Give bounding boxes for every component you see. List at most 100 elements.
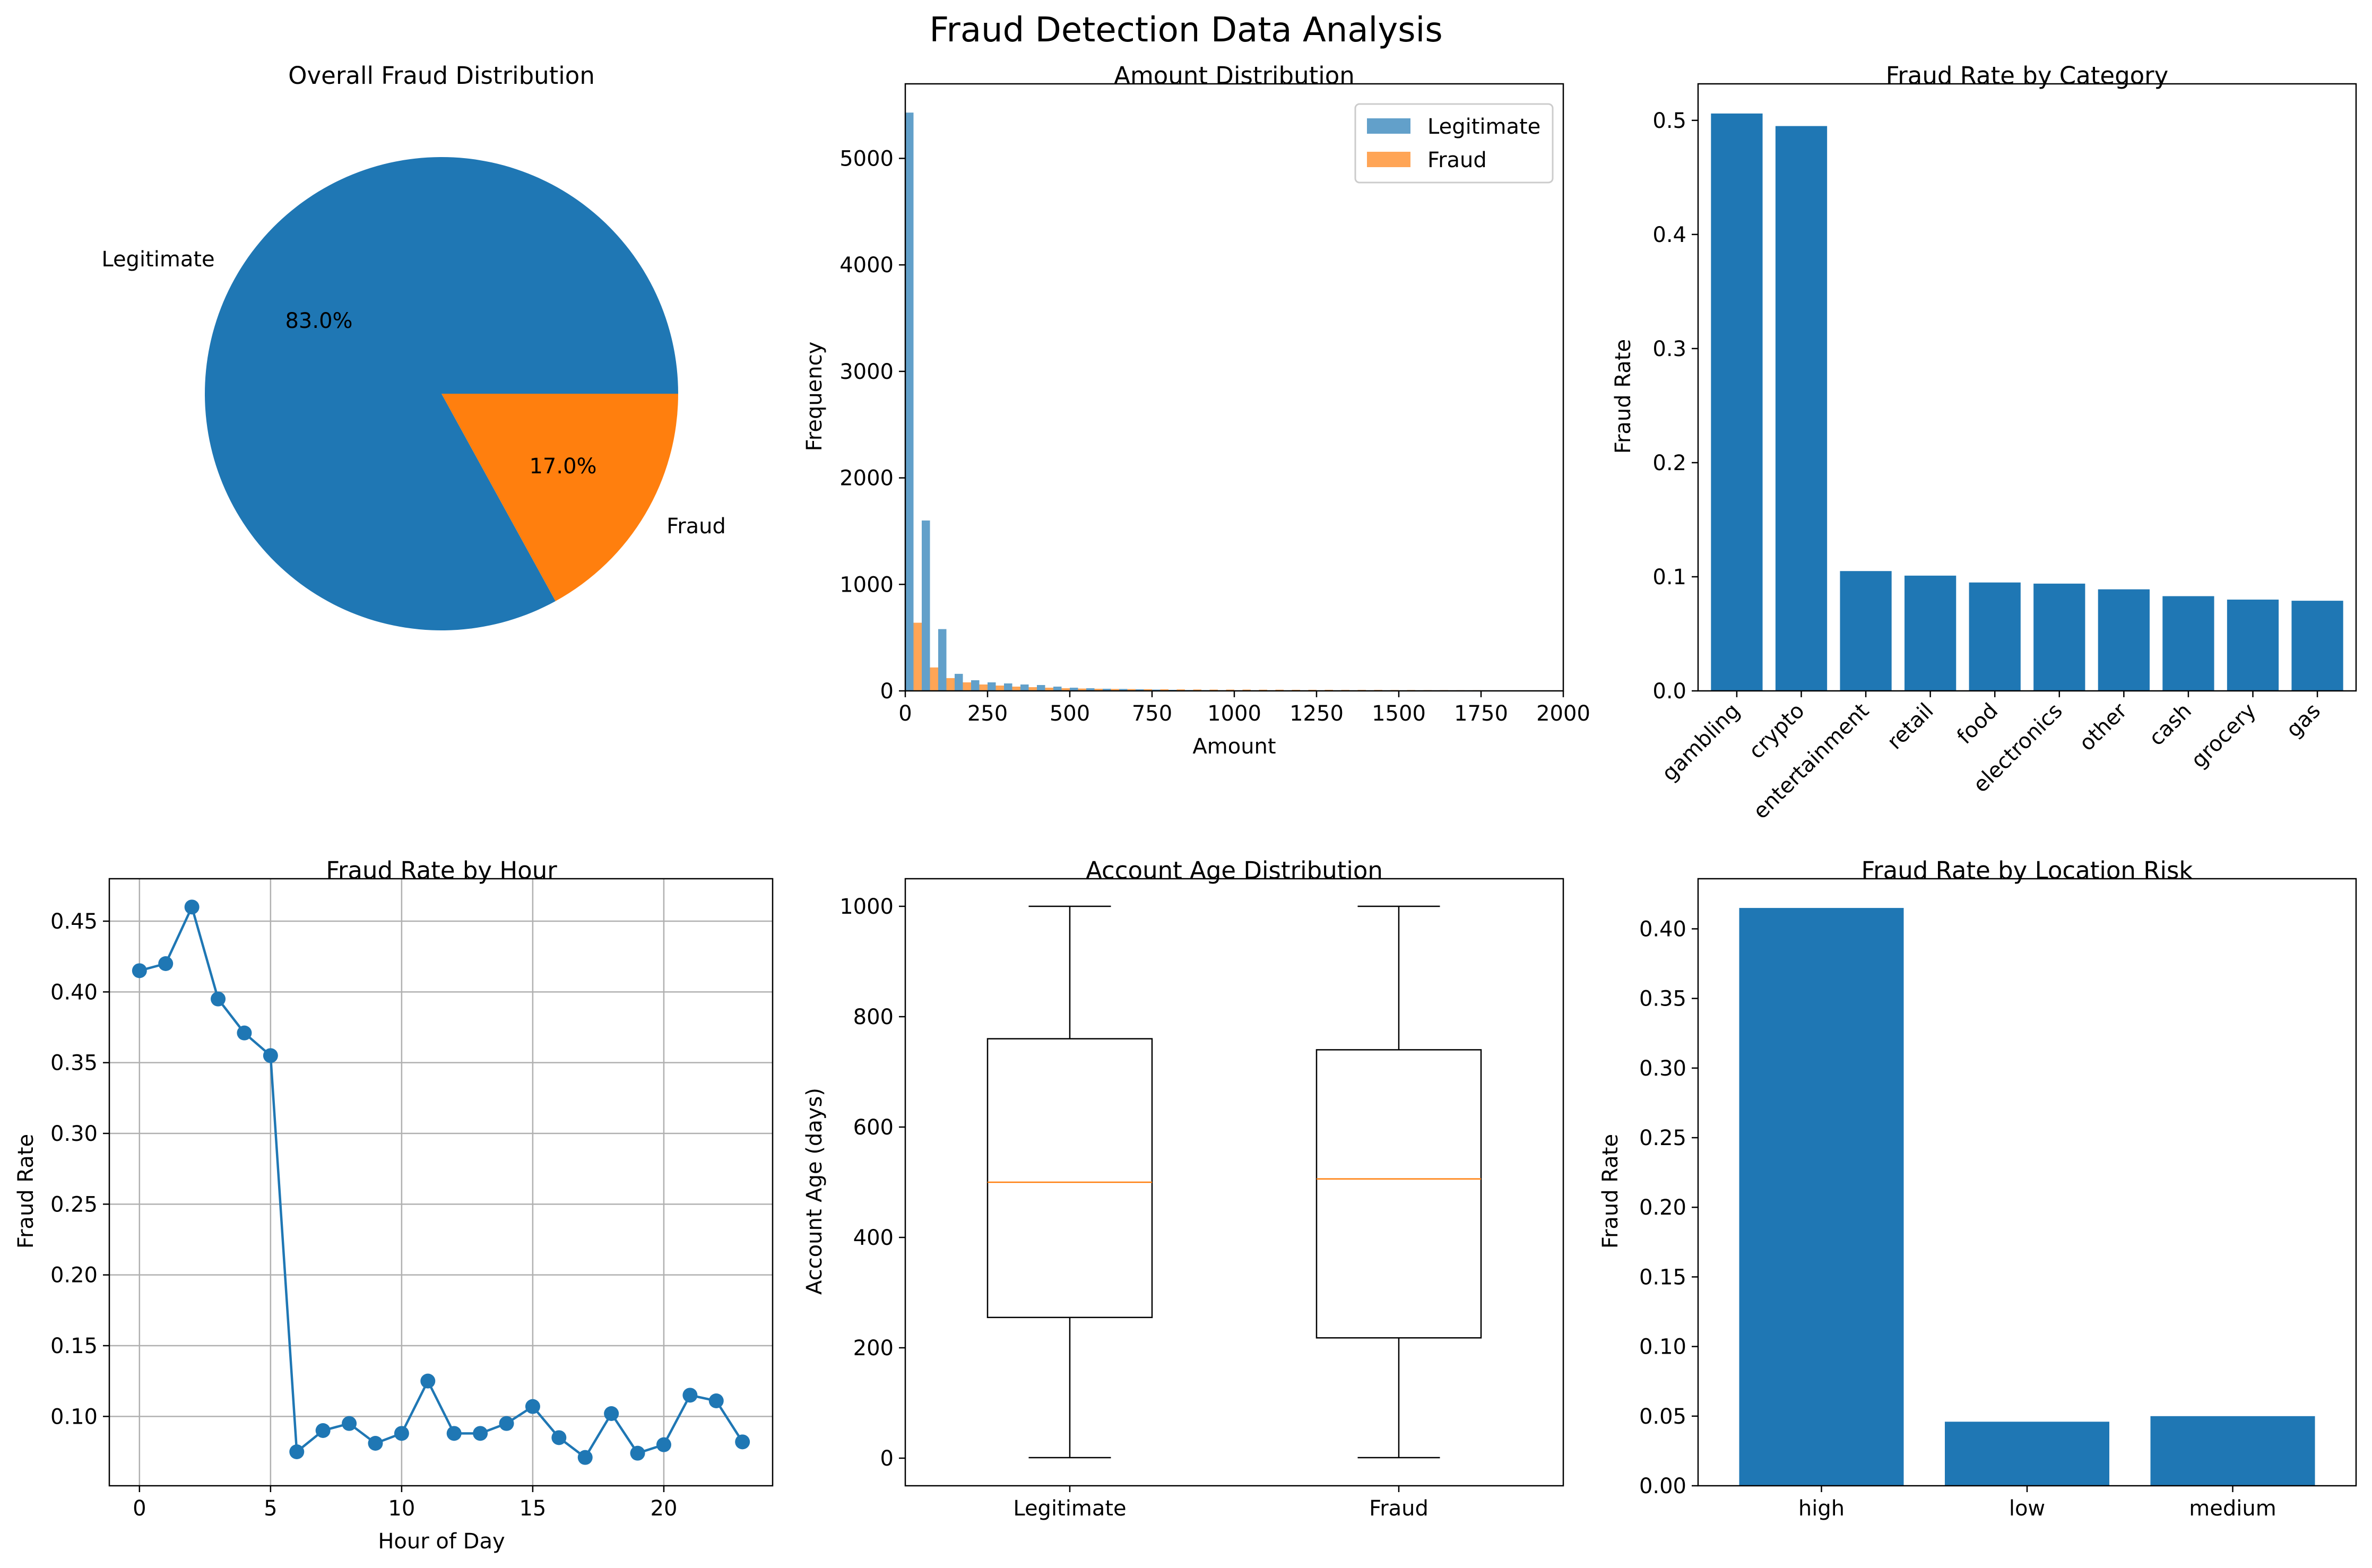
box-ylabel: Account Age (days)	[802, 1088, 827, 1295]
hour-point	[446, 1426, 462, 1441]
account-age-boxplot: Account Age Distribution Legitimate Fraud…	[802, 856, 1564, 1521]
hour-line	[132, 899, 750, 1465]
hist-ytick-label: 0	[880, 679, 894, 704]
hour-point	[184, 899, 200, 915]
cat-title: Fraud Rate by Category	[1886, 62, 2169, 90]
cat-bar-food	[1969, 582, 2021, 691]
legend-swatch-legitimate	[1367, 118, 1410, 134]
cat-bar-electronics	[2033, 583, 2085, 691]
hist-bar-legitimate	[1070, 687, 1078, 691]
loc-ylabel: Fraud Rate	[1598, 1134, 1623, 1249]
hist-bar-legitimate	[988, 682, 996, 691]
hist-bar-fraud	[1160, 689, 1168, 691]
hist-bar-legitimate	[922, 520, 930, 691]
box-body-legitimate	[986, 1038, 1153, 1319]
hour-ytick-label: 0.15	[50, 1334, 98, 1358]
hour-point	[473, 1426, 488, 1441]
hist-bar-legitimate	[1103, 688, 1111, 691]
hist-xtick-label: 750	[1132, 701, 1172, 726]
hour-point	[368, 1436, 383, 1451]
hour-point	[342, 1416, 357, 1431]
pie-pct-fraud: 17.0%	[529, 454, 596, 479]
hist-bar-fraud	[1111, 689, 1119, 691]
hist-bar-legitimate	[1004, 683, 1012, 691]
cat-xtick-label: grocery	[2186, 699, 2261, 773]
cat-xtick-label: cash	[2144, 699, 2196, 751]
hist-bar-fraud	[1144, 689, 1152, 691]
hour-point	[132, 963, 147, 978]
hour-series-line	[139, 903, 744, 1459]
hour-point	[551, 1430, 567, 1445]
hist-bar-legitimate	[1119, 689, 1128, 691]
hist-bar-legitimate	[1136, 689, 1144, 691]
hour-point	[656, 1437, 671, 1452]
cat-bar-cash	[2162, 596, 2214, 691]
hist-bar-fraud	[1176, 689, 1185, 691]
hour-frame	[108, 878, 774, 1487]
box-ytick-label: 200	[853, 1336, 894, 1361]
hour-xtick-label: 10	[388, 1496, 415, 1521]
hist-bar-fraud	[979, 684, 988, 691]
hour-xtick-label: 20	[651, 1496, 678, 1521]
hist-xtick-label: 1000	[1207, 701, 1261, 726]
hour-grid	[109, 879, 773, 1486]
cat-ytick-label: 0.4	[1652, 223, 1686, 247]
hist-xtick-label: 1750	[1454, 701, 1508, 726]
loc-title: Fraud Rate by Location Risk	[1862, 856, 2193, 885]
hour-line-chart: Fraud Rate by Hour 0 5 10 15 200.100.150.200…	[14, 856, 774, 1554]
location-bar-chart: Fraud Rate by Location Risk high low mediu…	[1598, 856, 2357, 1521]
loc-ytick-label: 0.25	[1639, 1126, 1686, 1150]
hour-xtick-label: 15	[519, 1496, 546, 1521]
hour-title: Fraud Rate by Hour	[326, 856, 557, 885]
hist-bar-fraud	[1012, 686, 1020, 691]
cat-bar-other	[2098, 589, 2150, 691]
hist-bar-fraud	[946, 678, 955, 691]
box-ytick-label: 400	[853, 1226, 894, 1250]
box-ytick-label: 0	[880, 1446, 894, 1471]
pie-slice-fraud	[441, 394, 678, 601]
hist-bar-fraud	[1127, 689, 1136, 691]
hist-title: Amount Distribution	[1114, 62, 1355, 90]
cat-bar-gas	[2291, 601, 2343, 691]
hist-bar-legitimate	[1037, 685, 1045, 691]
box-xtick-label: Fraud	[1369, 1496, 1429, 1521]
hour-point	[237, 1025, 252, 1041]
cat-bar-entertainment	[1840, 571, 1892, 691]
loc-bar-medium	[2150, 1416, 2315, 1486]
hour-point	[394, 1426, 409, 1441]
hist-bar-legitimate	[971, 680, 980, 691]
hour-point	[263, 1048, 278, 1063]
legend-swatch-fraud	[1367, 152, 1410, 167]
hist-xlabel: Amount	[1192, 734, 1276, 759]
hist-bar-fraud	[1045, 687, 1053, 691]
loc-ytick-label: 0.15	[1639, 1265, 1686, 1289]
cat-xtick-label: food	[1952, 699, 2003, 749]
hist-ytick-label: 4000	[839, 253, 894, 278]
loc-ytick-label: 0.00	[1639, 1474, 1686, 1498]
pie-chart: Overall Fraud Distribution Legitimate Fr…	[101, 62, 726, 630]
hour-point	[499, 1416, 514, 1431]
loc-bar-high	[1739, 908, 1904, 1486]
cat-ytick-label: 0.3	[1652, 337, 1686, 361]
box-title: Account Age Distribution	[1086, 856, 1383, 885]
amount-histogram: Amount Distribution 0 250 500 750 1000 1250 15…	[802, 62, 1590, 759]
pie-pct-legitimate: 83.0%	[285, 309, 352, 333]
hist-bar-legitimate	[905, 112, 914, 691]
cat-xtick-label: other	[2075, 698, 2132, 756]
figure-title: Fraud Detection Data Analysis	[929, 11, 1442, 50]
hour-point	[735, 1434, 750, 1450]
loc-xtick-label: low	[2009, 1496, 2045, 1521]
cat-xtick-label: gas	[2282, 699, 2326, 743]
hist-xtick-label: 500	[1050, 701, 1090, 726]
hist-bar-fraud	[930, 667, 938, 691]
cat-ytick-label: 0.0	[1652, 679, 1686, 704]
loc-ytick-label: 0.30	[1639, 1056, 1686, 1081]
hour-xlabel: Hour of Day	[378, 1529, 505, 1554]
loc-ytick-label: 0.35	[1639, 987, 1686, 1011]
hour-ytick-label: 0.10	[50, 1405, 98, 1429]
hour-ytick-label: 0.25	[50, 1192, 98, 1217]
box-marks	[986, 905, 1482, 1459]
hist-ytick-label: 1000	[839, 573, 894, 597]
hist-xtick-label: 250	[967, 701, 1008, 726]
